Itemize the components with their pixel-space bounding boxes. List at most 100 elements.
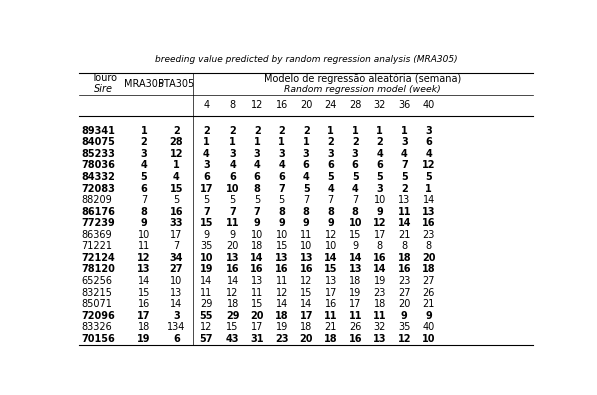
Text: 88209: 88209 [82, 195, 112, 205]
Text: 3: 3 [426, 126, 432, 136]
Text: 2: 2 [376, 137, 383, 147]
Text: 13: 13 [373, 334, 386, 344]
Text: 18: 18 [138, 322, 150, 332]
Text: 3: 3 [401, 137, 408, 147]
Text: 15: 15 [170, 184, 183, 194]
Text: 7: 7 [203, 207, 210, 216]
Text: 27: 27 [170, 264, 183, 275]
Text: 14: 14 [276, 299, 288, 309]
Text: 8: 8 [140, 207, 147, 216]
Text: 40: 40 [423, 100, 435, 110]
Text: 3: 3 [278, 149, 285, 159]
Text: 9: 9 [426, 310, 432, 321]
Text: 65256: 65256 [82, 276, 113, 286]
Text: 7: 7 [141, 195, 147, 205]
Text: 12: 12 [373, 218, 386, 228]
Text: 13: 13 [300, 253, 313, 263]
Text: 15: 15 [226, 322, 239, 332]
Text: 8: 8 [327, 207, 334, 216]
Text: 12: 12 [275, 288, 288, 297]
Text: 18: 18 [226, 299, 239, 309]
Text: 3: 3 [141, 149, 147, 159]
Text: 34: 34 [170, 253, 183, 263]
Text: 16: 16 [275, 264, 288, 275]
Text: 13: 13 [275, 253, 288, 263]
Text: 14: 14 [398, 218, 411, 228]
Text: 8: 8 [401, 241, 407, 251]
Text: 1: 1 [173, 160, 180, 170]
Text: 7: 7 [254, 207, 260, 216]
Text: 1: 1 [376, 126, 383, 136]
Text: 7: 7 [173, 241, 180, 251]
Text: 2: 2 [173, 126, 180, 136]
Text: 5: 5 [279, 195, 285, 205]
Text: 12: 12 [170, 149, 183, 159]
Text: 2: 2 [141, 137, 147, 147]
Text: 86176: 86176 [82, 207, 115, 216]
Text: 12: 12 [398, 334, 411, 344]
Text: 17: 17 [170, 230, 183, 240]
Text: 16: 16 [422, 218, 436, 228]
Text: 72096: 72096 [82, 310, 115, 321]
Text: 2: 2 [229, 126, 236, 136]
Text: 3: 3 [303, 149, 310, 159]
Text: 14: 14 [324, 253, 337, 263]
Text: 16: 16 [349, 334, 362, 344]
Text: 12: 12 [422, 160, 436, 170]
Text: 24: 24 [325, 100, 337, 110]
Text: 15: 15 [200, 218, 213, 228]
Text: 10: 10 [349, 218, 362, 228]
Text: 17: 17 [300, 310, 313, 321]
Text: 9: 9 [352, 241, 358, 251]
Text: 18: 18 [300, 322, 312, 332]
Text: 5: 5 [376, 172, 383, 182]
Text: 1: 1 [141, 126, 147, 136]
Text: 16: 16 [250, 264, 264, 275]
Text: 11: 11 [226, 218, 239, 228]
Text: 13: 13 [251, 276, 263, 286]
Text: 10: 10 [226, 184, 239, 194]
Text: 32: 32 [374, 322, 386, 332]
Text: 70156: 70156 [82, 334, 115, 344]
Text: 14: 14 [423, 195, 435, 205]
Text: 1: 1 [203, 137, 210, 147]
Text: 8: 8 [278, 207, 285, 216]
Text: 23: 23 [423, 230, 435, 240]
Text: 78036: 78036 [82, 160, 115, 170]
Text: 9: 9 [376, 207, 383, 216]
Text: 1: 1 [352, 126, 359, 136]
Text: 2: 2 [254, 126, 260, 136]
Text: 9: 9 [278, 218, 285, 228]
Text: 3: 3 [254, 149, 260, 159]
Text: 11: 11 [300, 230, 312, 240]
Text: 27: 27 [423, 276, 435, 286]
Text: Sire: Sire [94, 85, 113, 94]
Text: 15: 15 [349, 230, 361, 240]
Text: 17: 17 [325, 288, 337, 297]
Text: 20: 20 [250, 310, 264, 321]
Text: 5: 5 [141, 172, 147, 182]
Text: 6: 6 [426, 137, 432, 147]
Text: 4: 4 [352, 184, 359, 194]
Text: 13: 13 [226, 253, 239, 263]
Text: 9: 9 [303, 218, 310, 228]
Text: 12: 12 [226, 288, 239, 297]
Text: 3: 3 [173, 310, 180, 321]
Text: 17: 17 [374, 230, 386, 240]
Text: 6: 6 [141, 184, 147, 194]
Text: 16: 16 [300, 264, 313, 275]
Text: 9: 9 [401, 310, 408, 321]
Text: 12: 12 [137, 253, 151, 263]
Text: 134: 134 [167, 322, 186, 332]
Text: 6: 6 [203, 172, 210, 182]
Text: 23: 23 [374, 288, 386, 297]
Text: 40: 40 [423, 322, 435, 332]
Text: 15: 15 [138, 288, 150, 297]
Text: 8: 8 [377, 241, 383, 251]
Text: 10: 10 [251, 230, 263, 240]
Text: 6: 6 [327, 160, 334, 170]
Text: 83215: 83215 [82, 288, 112, 297]
Text: 3: 3 [229, 149, 236, 159]
Text: 15: 15 [275, 241, 288, 251]
Text: 57: 57 [200, 334, 213, 344]
